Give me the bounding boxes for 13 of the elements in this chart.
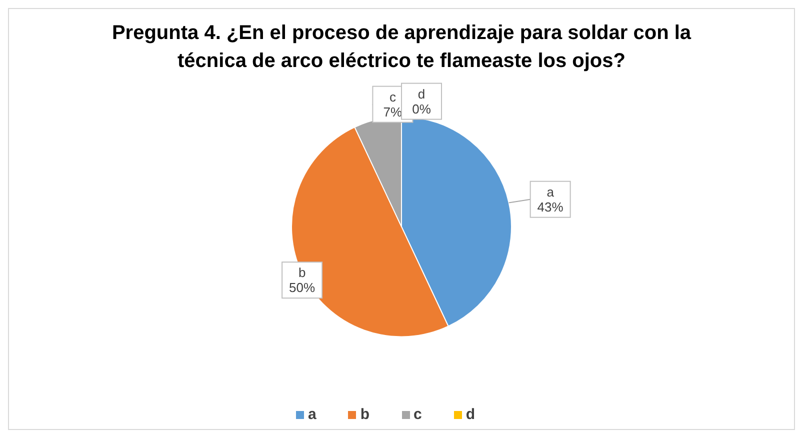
text: 0% <box>412 101 431 116</box>
slice-label: c <box>389 89 396 104</box>
legend-label: d <box>466 406 476 423</box>
slice-label: b <box>298 265 306 280</box>
slice-label: a <box>546 184 555 200</box>
legend-label: a <box>308 406 316 423</box>
category-label: d <box>418 86 426 102</box>
data-label: 50% <box>289 280 316 296</box>
legend-label: c <box>414 406 422 423</box>
data-label: 7% <box>383 104 403 120</box>
chart-title: Pregunta 4. ¿En el proceso de aprendizaje para soldar con la técnica de arco eléctrico te flameaste los ojos? <box>110 21 692 74</box>
legend-label: b <box>360 406 370 423</box>
data-label: 43% <box>537 199 564 214</box>
